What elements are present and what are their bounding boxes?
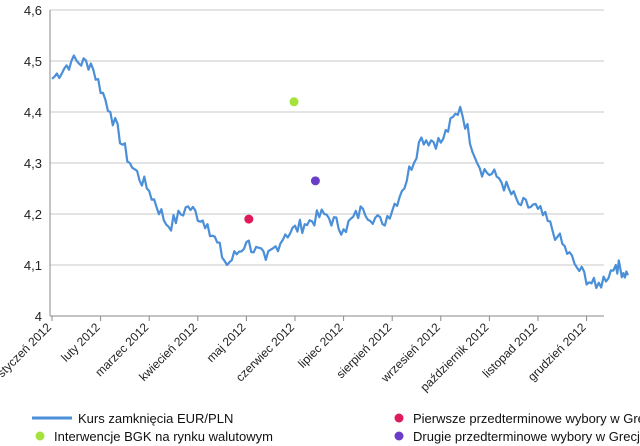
x-tick-label: luty 2012 bbox=[58, 320, 103, 365]
legend-label-marker: Drugie przedterminowe wybory w Grecji bbox=[413, 429, 640, 444]
y-tick-label: 4,2 bbox=[24, 207, 42, 222]
event-marker-3 bbox=[310, 176, 320, 186]
event-marker-2 bbox=[289, 97, 299, 107]
x-tick-label: styczeń 2012 bbox=[0, 320, 54, 380]
legend-marker-swatch bbox=[394, 431, 404, 441]
y-tick-label: 4,1 bbox=[24, 258, 42, 273]
y-axis: 4,6 4,5 4,4 4,3 4,2 4,1 4 bbox=[24, 3, 51, 324]
series-layer bbox=[51, 54, 629, 290]
y-tick-label: 4 bbox=[35, 309, 42, 324]
legend-marker-swatch bbox=[394, 413, 404, 423]
grid-lines bbox=[50, 9, 604, 317]
legend: Kurs zamknięcia EUR/PLN Interwencje BGK n… bbox=[32, 411, 640, 444]
y-tick-label: 4,4 bbox=[24, 105, 42, 120]
series-line-eur-pln bbox=[51, 54, 629, 290]
y-tick-label: 4,6 bbox=[24, 3, 42, 18]
legend-marker-swatch bbox=[35, 431, 45, 441]
legend-label-marker: Interwencje BGK na rynku walutowym bbox=[54, 429, 273, 444]
x-tick-label: lipiec 2012 bbox=[295, 320, 346, 371]
legend-label-series: Kurs zamknięcia EUR/PLN bbox=[78, 411, 233, 426]
legend-label-marker: Pierwsze przedterminowe wybory w Grecji bbox=[413, 411, 640, 426]
x-tick-label: maj 2012 bbox=[204, 320, 249, 365]
y-tick-label: 4,3 bbox=[24, 156, 42, 171]
event-markers bbox=[244, 97, 320, 224]
event-marker-1 bbox=[244, 214, 254, 224]
y-tick-label: 4,5 bbox=[24, 54, 42, 69]
